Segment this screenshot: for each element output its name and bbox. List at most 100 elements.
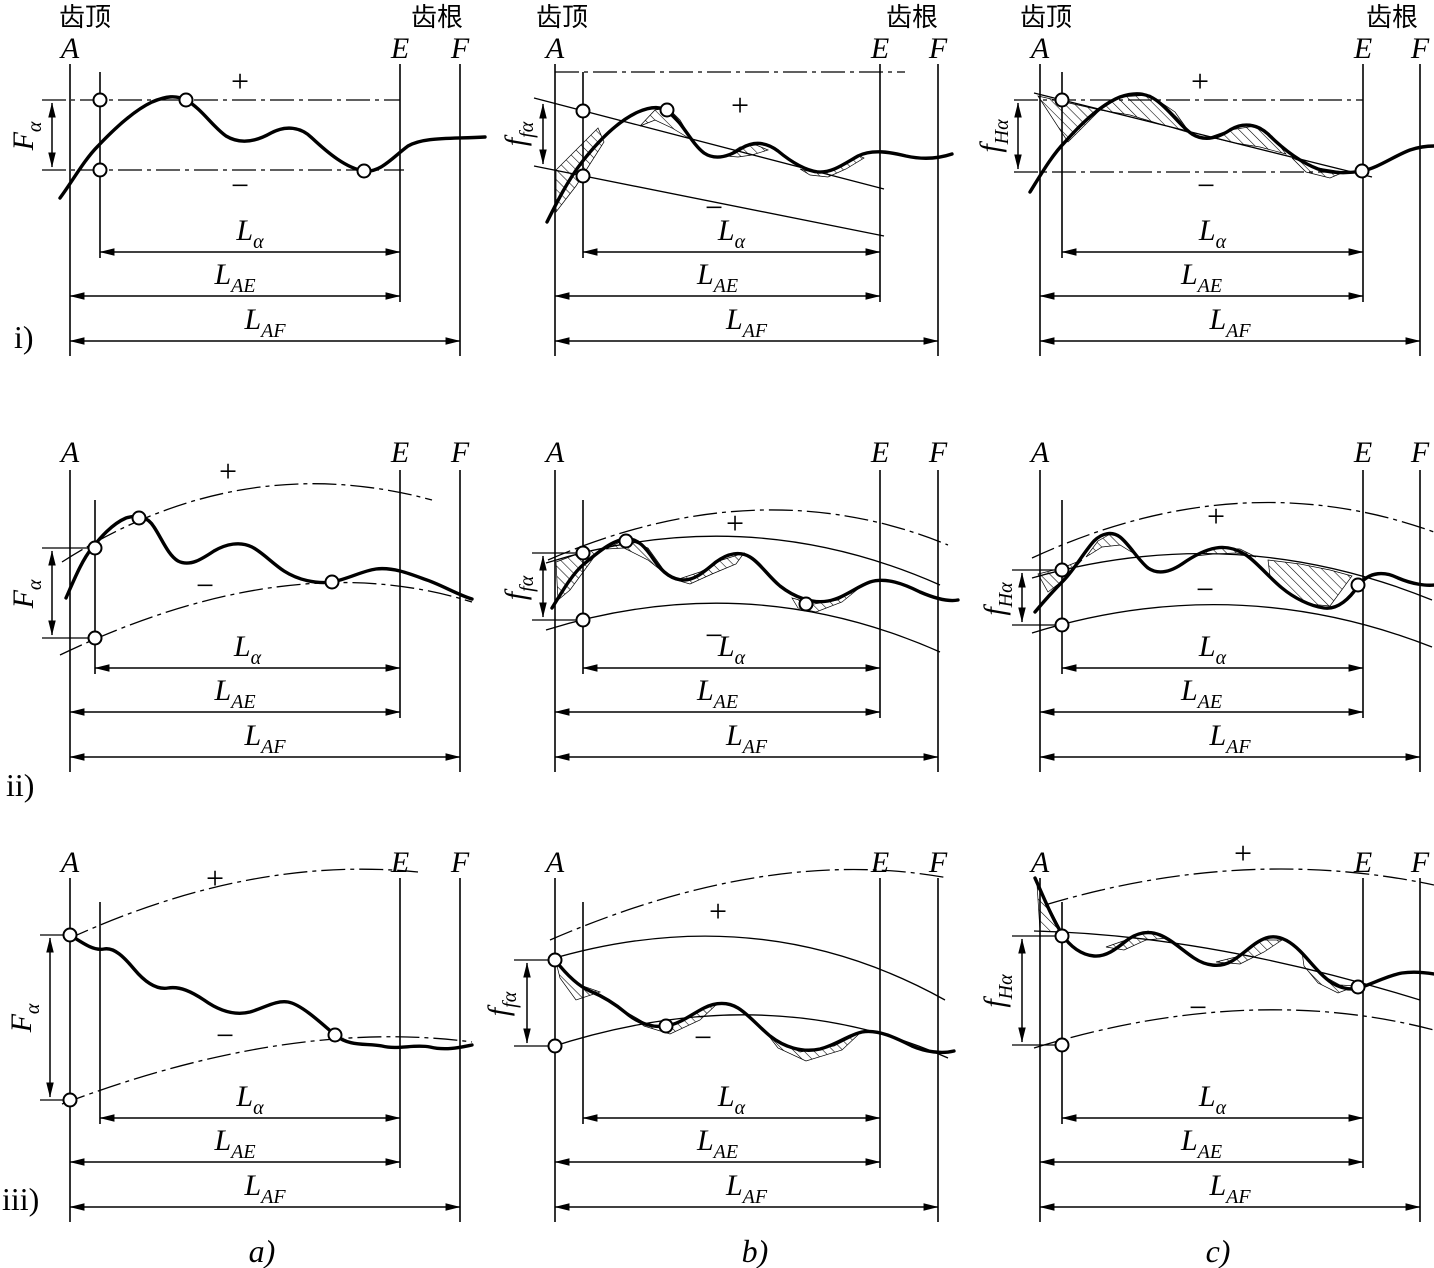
deviation-label-F_alpha: Fα <box>5 1003 44 1033</box>
point-label-f: F <box>450 32 470 65</box>
contact-point-marker <box>62 1092 78 1108</box>
reference-line <box>549 868 949 941</box>
deviation-label-F_alpha: Fα <box>7 579 46 609</box>
plus-sign: + <box>709 893 727 929</box>
plus-sign: + <box>731 87 749 123</box>
contact-point-marker <box>1054 1037 1070 1053</box>
minus-sign: − <box>705 617 723 653</box>
dimension-label-L_alpha: Lα <box>235 214 264 253</box>
hatch-area <box>605 538 669 577</box>
minus-sign: − <box>216 1017 234 1053</box>
contact-point-marker <box>658 1018 674 1034</box>
point-label-e: E <box>1353 32 1372 65</box>
minus-sign: − <box>1196 571 1214 607</box>
contact-point-marker <box>1054 562 1070 578</box>
reference-line <box>547 509 949 561</box>
contact-point-marker <box>324 574 340 590</box>
hatch-area <box>1267 559 1353 607</box>
contact-point-marker <box>62 927 78 943</box>
dimension-label-L_AE: LAE <box>213 674 255 713</box>
top-labels: 齿顶 齿根 齿顶 齿根 齿顶 齿根 <box>59 3 1418 33</box>
minus-sign: − <box>196 567 214 603</box>
point-label-f: F <box>1410 436 1430 469</box>
reference-line <box>545 602 941 653</box>
point-label-a: A <box>59 436 80 469</box>
minus-sign: − <box>1197 167 1215 203</box>
point-label-f: F <box>1410 32 1430 65</box>
contact-point-marker <box>1350 979 1366 995</box>
contact-point-marker <box>575 545 591 561</box>
dimension-label-L_AF: LAF <box>1208 719 1251 758</box>
contact-point-marker <box>1354 163 1370 179</box>
contact-point-marker <box>327 1027 343 1043</box>
contact-point-marker <box>575 103 591 119</box>
contact-point-marker <box>547 1038 563 1054</box>
contact-point-marker <box>1350 577 1366 593</box>
column-labels: a) b) c) <box>249 1233 1231 1268</box>
dimension-label-L_alpha: Lα <box>717 1080 746 1119</box>
profile-trace <box>553 958 956 1055</box>
reference-line <box>59 581 473 656</box>
panel-i-a: A E F + − Fα Lα LAE LAF <box>7 32 487 356</box>
reference-line <box>533 165 885 237</box>
contact-point-marker <box>1054 92 1070 108</box>
reference-line <box>545 535 941 586</box>
contact-point-marker <box>1054 928 1070 944</box>
contact-point-marker <box>575 612 591 628</box>
tooth-tip-label: 齿顶 <box>59 3 111 33</box>
profile-trace <box>68 933 474 1051</box>
plus-sign: + <box>1191 63 1209 99</box>
plus-sign: + <box>726 505 744 541</box>
minus-sign: − <box>1189 989 1207 1025</box>
dimension-label-L_alpha: Lα <box>1198 214 1227 253</box>
reference-line <box>65 868 419 941</box>
reference-line <box>547 935 946 1001</box>
row-labels: i) ii) iii) <box>2 319 39 1217</box>
dimension-label-L_alpha: Lα <box>1198 630 1227 669</box>
point-label-f: F <box>450 846 470 879</box>
panel-ii-b: A E F + − ffα Lα LAE LAF <box>499 436 960 772</box>
point-label-f: F <box>928 436 948 469</box>
col-label-c: c) <box>1206 1233 1231 1268</box>
point-label-f: F <box>1410 846 1430 879</box>
plus-sign: + <box>231 63 249 99</box>
dimension-label-L_AF: LAF <box>243 1169 286 1208</box>
contact-point-marker <box>92 162 108 178</box>
row-label-iii: iii) <box>2 1181 39 1217</box>
point-label-e: E <box>390 436 409 469</box>
dimension-label-L_AF: LAF <box>1208 303 1251 342</box>
tooth-root-label: 齿根 <box>411 3 463 33</box>
point-label-a: A <box>544 32 565 65</box>
dimension-label-L_AF: LAF <box>725 303 768 342</box>
dimension-label-L_AE: LAE <box>696 674 738 713</box>
reference-line <box>1033 1009 1434 1049</box>
dimension-label-L_AE: LAE <box>213 258 255 297</box>
contact-point-marker <box>87 540 103 556</box>
profile-trace <box>545 105 954 224</box>
panel-i-c: A E F + − fHα Lα LAE LAF <box>974 32 1434 356</box>
contact-point-marker <box>178 92 194 108</box>
dimension-label-L_alpha: Lα <box>1198 1080 1227 1119</box>
point-label-e: E <box>1353 436 1372 469</box>
point-label-a: A <box>1029 846 1050 879</box>
deviation-label-f_H_alpha: fHα <box>978 582 1017 616</box>
dimension-label-L_alpha: Lα <box>235 1080 264 1119</box>
minus-sign: − <box>694 1019 712 1055</box>
point-label-e: E <box>390 846 409 879</box>
panel-ii-c: A E F + − fHα Lα LAE LAF <box>978 436 1434 772</box>
contact-point-marker <box>87 630 103 646</box>
profile-trace <box>64 514 474 601</box>
panel-ii-a: A E F + − Fα Lα LAE LAF <box>7 436 474 772</box>
dimension-label-L_AE: LAE <box>213 1124 255 1163</box>
deviation-label-f_f_alpha: ffα <box>499 121 538 146</box>
dimension-label-L_AE: LAE <box>696 258 738 297</box>
reference-line <box>61 483 433 563</box>
dimension-label-L_alpha: Lα <box>233 630 262 669</box>
panel-iii-b: A E F + − ffα Lα LAE LAF <box>482 846 956 1222</box>
reference-line <box>1031 604 1433 648</box>
point-label-a: A <box>544 436 565 469</box>
point-label-a: A <box>544 846 565 879</box>
dimension-label-L_AF: LAF <box>725 1169 768 1208</box>
contact-point-marker <box>575 168 591 184</box>
